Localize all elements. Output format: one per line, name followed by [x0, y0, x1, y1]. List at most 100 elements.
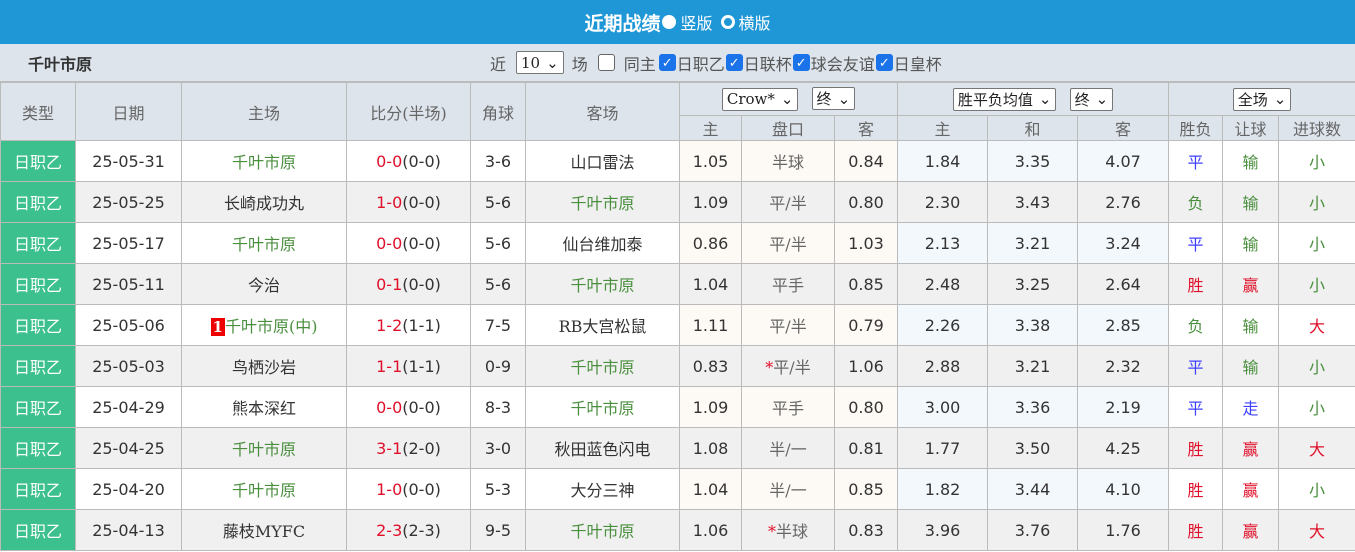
- avg-type-select[interactable]: 胜平负均值 ⌄: [952, 87, 1057, 111]
- home-team-name[interactable]: 千叶市原: [231, 235, 296, 254]
- odds-stage-select[interactable]: 终 ⌄: [811, 87, 856, 111]
- away-team[interactable]: 千叶市原: [525, 386, 680, 428]
- odds-away: 0.85: [834, 468, 898, 510]
- away-team[interactable]: 千叶市原: [525, 263, 680, 305]
- handicap-value: 平/半: [769, 317, 807, 336]
- score[interactable]: 1-0(0-0): [346, 181, 471, 223]
- radio-vertical[interactable]: [662, 15, 677, 29]
- league-label: 日联杯: [743, 54, 792, 74]
- league-checkbox[interactable]: ✓: [725, 54, 743, 71]
- handicap: *半球: [741, 509, 835, 551]
- odds-away: 0.84: [834, 140, 898, 182]
- full-score: 0-0: [376, 233, 403, 253]
- score[interactable]: 2-3(2-3): [346, 509, 471, 551]
- home-team-name[interactable]: 千叶市原(中): [224, 317, 318, 336]
- home-team-name[interactable]: 长崎成功丸: [223, 194, 304, 213]
- match-type[interactable]: 日职乙: [0, 386, 76, 428]
- score[interactable]: 0-0(0-0): [346, 222, 471, 264]
- home-team[interactable]: 千叶市原: [181, 468, 347, 510]
- match-date: 25-05-06: [75, 304, 182, 346]
- match-type[interactable]: 日职乙: [0, 181, 76, 223]
- same-home-checkbox[interactable]: [597, 54, 615, 71]
- table-row[interactable]: 日职乙 25-05-25 长崎成功丸 1-0(0-0) 5-6 千叶市原 1.0…: [0, 181, 1355, 223]
- table-row[interactable]: 日职乙 25-04-25 千叶市原 3-1(2-0) 3-0 秋田蓝色闪电 1.…: [0, 427, 1355, 469]
- table-row[interactable]: 日职乙 25-04-20 千叶市原 1-0(0-0) 5-3 大分三神 1.04…: [0, 468, 1355, 510]
- home-team[interactable]: 今治: [181, 263, 347, 305]
- home-team[interactable]: 藤枝MYFC: [181, 509, 347, 551]
- home-team[interactable]: 熊本深红: [181, 386, 347, 428]
- away-team[interactable]: 山口雷法: [525, 140, 680, 182]
- table-row[interactable]: 日职乙 25-05-11 今治 0-1(0-0) 5-6 千叶市原 1.04 平…: [0, 263, 1355, 305]
- result: 负: [1168, 181, 1224, 223]
- handicap-result: 输: [1222, 140, 1280, 182]
- table-row[interactable]: 日职乙 25-05-06 1 千叶市原(中) 1-2(1-1) 7-5 RB大宫松…: [0, 304, 1355, 346]
- match-type[interactable]: 日职乙: [0, 468, 76, 510]
- home-team-name[interactable]: 藤枝MYFC: [222, 522, 306, 541]
- home-team[interactable]: 千叶市原: [181, 427, 347, 469]
- table-row[interactable]: 日职乙 25-04-29 熊本深红 0-0(0-0) 8-3 千叶市原 1.09…: [0, 386, 1355, 428]
- period-select[interactable]: 全场 ⌄: [1232, 87, 1292, 111]
- match-type[interactable]: 日职乙: [0, 140, 76, 182]
- home-team[interactable]: 长崎成功丸: [181, 181, 347, 223]
- match-type[interactable]: 日职乙: [0, 509, 76, 551]
- home-team[interactable]: 千叶市原: [181, 140, 347, 182]
- table-row[interactable]: 日职乙 25-05-31 千叶市原 0-0(0-0) 3-6 山口雷法 1.05…: [0, 140, 1355, 182]
- away-team[interactable]: 千叶市原: [525, 345, 680, 387]
- avg-away: 2.32: [1076, 345, 1170, 387]
- away-team[interactable]: 千叶市原: [525, 509, 680, 551]
- home-team[interactable]: 鸟栖沙岩: [181, 345, 347, 387]
- score[interactable]: 1-1(1-1): [346, 345, 471, 387]
- corners: 8-3: [470, 386, 526, 428]
- league-label: 日职乙: [676, 54, 725, 74]
- league-checkbox[interactable]: ✓: [792, 54, 810, 71]
- table-row[interactable]: 日职乙 25-05-03 鸟栖沙岩 1-1(1-1) 0-9 千叶市原 0.83…: [0, 345, 1355, 387]
- avg-home: 1.77: [897, 427, 988, 469]
- home-team-name[interactable]: 千叶市原: [231, 440, 296, 459]
- match-type[interactable]: 日职乙: [0, 304, 76, 346]
- away-team[interactable]: 秋田蓝色闪电: [525, 427, 680, 469]
- home-team-name[interactable]: 今治: [247, 276, 280, 295]
- score[interactable]: 0-0(0-0): [346, 386, 471, 428]
- away-team[interactable]: RB大宫松鼠: [525, 304, 680, 346]
- score[interactable]: 1-0(0-0): [346, 468, 471, 510]
- score[interactable]: 0-1(0-0): [346, 263, 471, 305]
- away-team[interactable]: 千叶市原: [525, 181, 680, 223]
- home-team[interactable]: 千叶市原: [181, 222, 347, 264]
- radio-horizontal[interactable]: [720, 15, 735, 29]
- count-select[interactable]: 10 ⌄: [516, 51, 564, 74]
- home-team-name[interactable]: 鸟栖沙岩: [231, 358, 296, 377]
- avg-stage-select[interactable]: 终 ⌄: [1069, 87, 1114, 111]
- league-checkbox[interactable]: ✓: [875, 54, 893, 71]
- odds-stage-value: 终: [816, 90, 832, 109]
- score[interactable]: 1-2(1-1): [346, 304, 471, 346]
- score[interactable]: 3-1(2-0): [346, 427, 471, 469]
- avg-home: 3.00: [897, 386, 988, 428]
- home-team-name[interactable]: 千叶市原: [231, 481, 296, 500]
- league-checkbox[interactable]: ✓: [658, 54, 676, 71]
- handicap-value: 半球: [771, 153, 804, 172]
- match-type[interactable]: 日职乙: [0, 263, 76, 305]
- handicap-result: 输: [1222, 222, 1280, 264]
- avg-draw: 3.21: [987, 345, 1078, 387]
- match-type[interactable]: 日职乙: [0, 345, 76, 387]
- result: 负: [1168, 304, 1224, 346]
- home-team-name[interactable]: 千叶市原: [231, 153, 296, 172]
- home-team-name[interactable]: 熊本深红: [231, 399, 296, 418]
- score[interactable]: 0-0(0-0): [346, 140, 471, 182]
- away-team[interactable]: 大分三神: [525, 468, 680, 510]
- match-type[interactable]: 日职乙: [0, 427, 76, 469]
- company-select[interactable]: Crow* ⌄: [721, 87, 799, 111]
- away-team[interactable]: 仙台维加泰: [525, 222, 680, 264]
- result: 胜: [1168, 263, 1224, 305]
- match-type[interactable]: 日职乙: [0, 222, 76, 264]
- handicap: 平手: [741, 386, 835, 428]
- count-value: 10: [521, 53, 541, 72]
- avg-stage-value: 终: [1074, 90, 1090, 109]
- avg-home: 2.26: [897, 304, 988, 346]
- table-row[interactable]: 日职乙 25-04-13 藤枝MYFC 2-3(2-3) 9-5 千叶市原 1.…: [0, 509, 1355, 551]
- table-row[interactable]: 日职乙 25-05-17 千叶市原 0-0(0-0) 5-6 仙台维加泰 0.8…: [0, 222, 1355, 264]
- home-team[interactable]: 1 千叶市原(中): [181, 304, 347, 346]
- page-title: 近期战绩: [584, 12, 661, 35]
- chevron-down-icon: ⌄: [546, 53, 559, 72]
- handicap-value: 平/半: [773, 358, 811, 377]
